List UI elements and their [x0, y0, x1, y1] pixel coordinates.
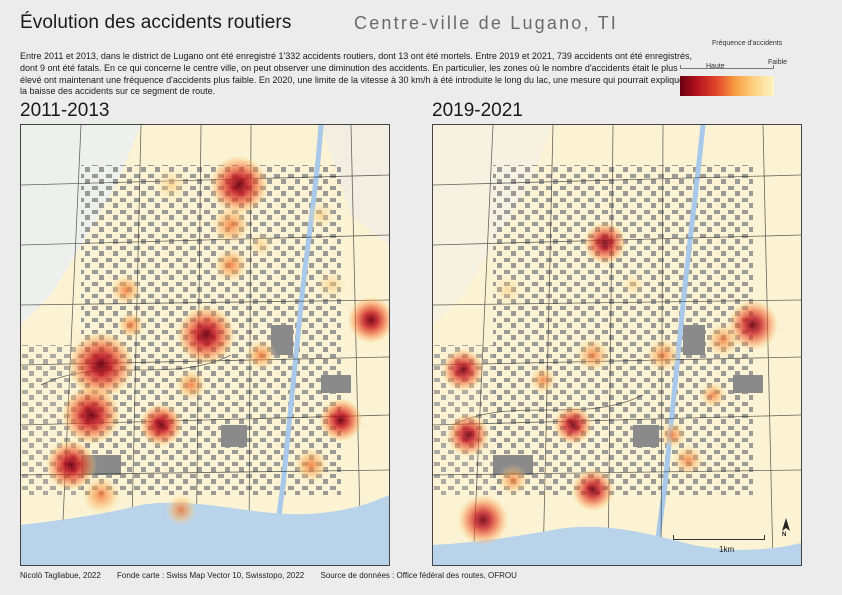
- building: [321, 375, 351, 393]
- map-2019-2021-graphic: [433, 125, 801, 565]
- map-2011-2013-graphic: [21, 125, 389, 565]
- legend-low-label: Faible: [768, 59, 788, 66]
- page-subtitle: Centre-ville de Lugano, TI: [354, 13, 618, 33]
- building: [683, 325, 705, 355]
- accident-heatmap: [45, 155, 389, 526]
- building: [633, 425, 659, 447]
- intro-text: Entre 2011 et 2013, dans le district de …: [20, 51, 692, 97]
- panel-label-2011-2013: 2011-2013: [20, 100, 110, 121]
- page-title: Évolution des accidents routiers: [20, 12, 292, 33]
- accident-heatmap: [441, 221, 779, 546]
- legend: Fréquence d'accidents Haute Faible: [676, 38, 788, 98]
- north-label: N: [782, 532, 787, 538]
- credit-source: Source de données : Office fédéral des r…: [320, 571, 517, 580]
- panel-label-2019-2021: 2019-2021: [432, 100, 523, 121]
- legend-high-label: Haute: [706, 63, 725, 70]
- building: [271, 325, 293, 355]
- north-arrow: N: [778, 518, 794, 542]
- building: [221, 425, 247, 447]
- map-2019-2021: N 1km: [432, 124, 802, 566]
- legend-color-ramp: [680, 76, 774, 96]
- road-network: [433, 125, 801, 565]
- lake: [433, 526, 801, 565]
- scale-bar: [673, 535, 765, 540]
- hillside-area-east: [321, 125, 389, 245]
- north-arrow-icon: [782, 518, 790, 531]
- map-2011-2013: [20, 124, 390, 566]
- legend-title: Fréquence d'accidents: [712, 40, 783, 47]
- legend-tick-line: [680, 65, 774, 75]
- lake: [21, 495, 389, 565]
- credits: Nicolò Tagliabue, 2022 Fonde carte : Swi…: [20, 571, 531, 580]
- credit-basemap: Fonde carte : Swiss Map Vector 10, Swiss…: [117, 571, 305, 580]
- building: [733, 375, 763, 393]
- credit-author: Nicolò Tagliabue, 2022: [20, 571, 101, 580]
- scale-label: 1km: [719, 545, 735, 554]
